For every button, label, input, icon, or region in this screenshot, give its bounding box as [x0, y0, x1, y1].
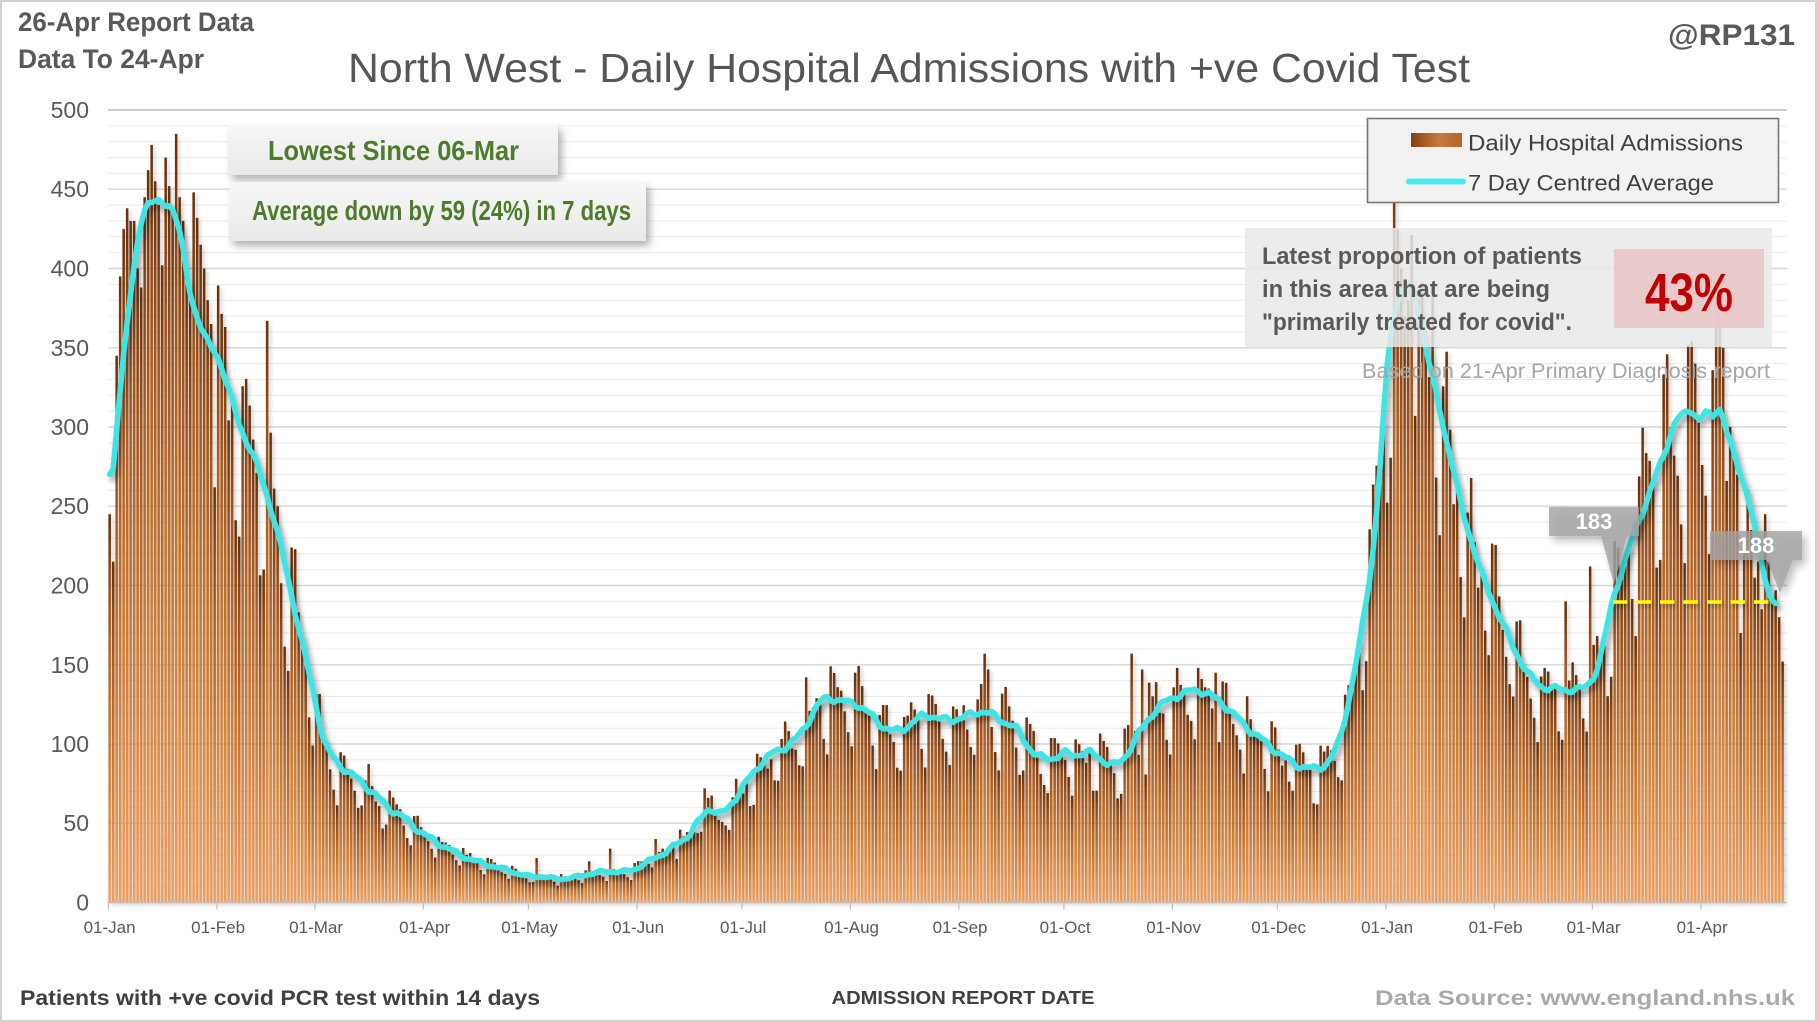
- svg-text:0: 0: [76, 890, 89, 916]
- svg-text:100: 100: [51, 731, 89, 757]
- svg-text:01-Aug: 01-Aug: [824, 918, 879, 937]
- svg-text:300: 300: [51, 414, 89, 440]
- svg-text:01-May: 01-May: [501, 918, 558, 937]
- svg-text:01-Nov: 01-Nov: [1146, 918, 1201, 937]
- svg-text:450: 450: [51, 176, 89, 202]
- svg-text:Latest proportion of patients: Latest proportion of patients: [1262, 243, 1582, 270]
- svg-text:Based on 21-Apr Primary Diagno: Based on 21-Apr Primary Diagnosis report: [1362, 360, 1770, 383]
- svg-text:01-Jan: 01-Jan: [84, 918, 136, 937]
- svg-text:01-Mar: 01-Mar: [289, 918, 343, 937]
- svg-text:Daily Hospital Admissions: Daily Hospital Admissions: [1468, 131, 1743, 156]
- svg-text:183: 183: [1576, 509, 1613, 534]
- svg-text:01-Mar: 01-Mar: [1567, 918, 1621, 937]
- svg-text:350: 350: [51, 335, 89, 361]
- svg-text:01-Apr: 01-Apr: [1677, 918, 1728, 937]
- svg-text:01-Apr: 01-Apr: [399, 918, 450, 937]
- svg-text:43%: 43%: [1645, 263, 1733, 323]
- svg-text:01-Dec: 01-Dec: [1251, 918, 1306, 937]
- svg-text:26-Apr Report Data: 26-Apr Report Data: [18, 7, 255, 37]
- svg-text:500: 500: [51, 97, 89, 123]
- svg-text:200: 200: [51, 573, 89, 599]
- svg-text:01-Jun: 01-Jun: [612, 918, 664, 937]
- svg-text:150: 150: [51, 652, 89, 678]
- svg-text:in this area that are being: in this area that are being: [1262, 276, 1550, 303]
- svg-text:01-Oct: 01-Oct: [1040, 918, 1091, 937]
- svg-text:01-Jul: 01-Jul: [720, 918, 766, 937]
- svg-text:Average down by 59 (24%) in 7: Average down by 59 (24%) in 7 days: [252, 195, 631, 226]
- svg-text:400: 400: [51, 256, 89, 282]
- svg-text:"primarily treated for covid".: "primarily treated for covid".: [1262, 309, 1572, 336]
- svg-text:250: 250: [51, 493, 89, 519]
- svg-text:Patients with +ve covid PCR te: Patients with +ve covid PCR test within …: [20, 987, 540, 1010]
- svg-text:50: 50: [63, 810, 89, 836]
- svg-text:@RP131: @RP131: [1668, 19, 1795, 52]
- svg-text:Data Source: www.england.nhs.u: Data Source: www.england.nhs.uk: [1375, 987, 1795, 1010]
- svg-text:Data To 24-Apr: Data To 24-Apr: [18, 44, 204, 74]
- svg-text:188: 188: [1738, 533, 1775, 558]
- svg-text:01-Feb: 01-Feb: [191, 918, 245, 937]
- svg-text:01-Sep: 01-Sep: [933, 918, 988, 937]
- svg-text:ADMISSION REPORT DATE: ADMISSION REPORT DATE: [832, 988, 1095, 1008]
- svg-text:Lowest Since 06-Mar: Lowest Since 06-Mar: [268, 135, 519, 166]
- svg-text:North West - Daily Hospital Ad: North West - Daily Hospital Admissions w…: [348, 45, 1471, 91]
- svg-text:01-Jan: 01-Jan: [1361, 918, 1413, 937]
- svg-text:01-Feb: 01-Feb: [1469, 918, 1523, 937]
- svg-text:7 Day Centred Average: 7 Day Centred Average: [1468, 171, 1714, 196]
